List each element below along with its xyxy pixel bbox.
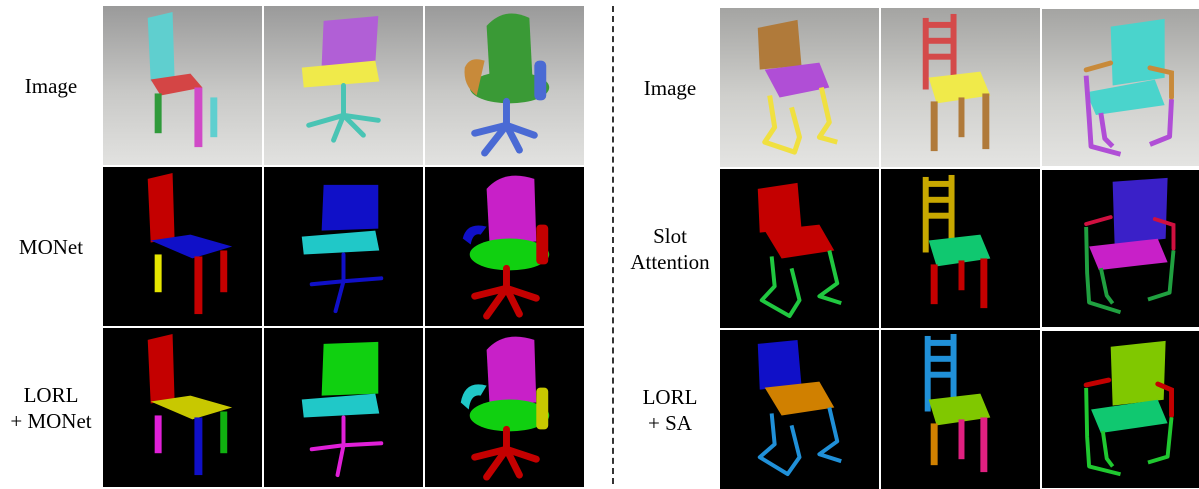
left-monet-chair-2 xyxy=(264,167,423,326)
left-lorl-chair-3 xyxy=(425,328,584,487)
right-lorl-chair-1 xyxy=(720,330,879,489)
left-image-chair-1 xyxy=(103,6,262,165)
row-label-monet: MONet xyxy=(18,234,84,259)
right-slot-chair-2 xyxy=(881,169,1040,328)
left-image-chair-3 xyxy=(425,6,584,165)
panel-divider xyxy=(612,6,614,484)
right-image-chair-2 xyxy=(881,8,1040,167)
right-slot-chair-1 xyxy=(720,169,879,328)
right-lorl-chair-3 xyxy=(1042,330,1199,489)
right-slot-chair-3 xyxy=(1042,169,1199,328)
row-label-lorl-sa: LORL + SA xyxy=(642,384,698,435)
row-label-slot-attention: Slot Attention xyxy=(630,223,710,274)
right-image-chair-1 xyxy=(720,8,879,167)
right-image-chair-3 xyxy=(1042,8,1199,167)
right-lorl-chair-2 xyxy=(881,330,1040,489)
row-label-lorl-monet: LORL + MONet xyxy=(10,382,92,433)
left-monet-chair-3 xyxy=(425,167,584,326)
left-monet-chair-1 xyxy=(103,167,262,326)
left-image-chair-2 xyxy=(264,6,423,165)
left-lorl-chair-2 xyxy=(264,328,423,487)
row-label-image-right: Image xyxy=(643,75,697,100)
left-lorl-chair-1 xyxy=(103,328,262,487)
row-label-image-left: Image xyxy=(24,73,78,98)
